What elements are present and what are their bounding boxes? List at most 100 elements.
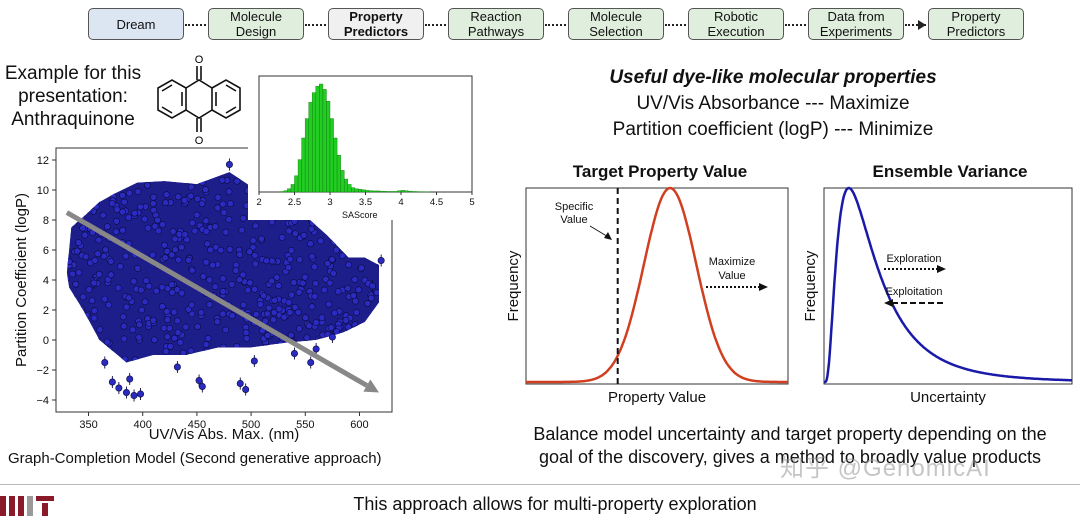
histogram-bar [329,118,334,193]
scatter-caption: Graph-Completion Model (Second generativ… [8,450,382,467]
histogram-bar [340,170,345,193]
outlier-point [137,390,145,398]
example-line1: Example for this [4,63,142,84]
pipeline-connector [665,24,686,26]
histogram-bar [400,190,405,193]
svg-text:O: O [195,54,204,66]
histogram-xtick: 2 [256,197,261,208]
histogram-bar [375,190,380,193]
outlier-point [130,392,138,400]
histogram-bar [347,184,352,193]
histogram-bar [379,190,384,193]
histogram-frame [258,75,473,193]
histogram-xtick: 2.5 [288,197,301,208]
annot-exploration: Exploration [886,253,941,265]
outlier-point [290,350,298,358]
outlier-point [115,384,123,392]
histogram-bar [312,92,316,193]
target-property-panel: Target Property ValueSpecificValueMaximi… [505,162,789,406]
histogram-bar [287,188,292,193]
anthraquinone-structure-icon: O O [157,54,241,147]
pipeline-connector [425,24,446,26]
histogram-bar [358,189,363,193]
histogram-bar [390,191,395,193]
pipeline-step: Data from Experiments [808,8,904,40]
pipeline-arrowhead [918,20,926,30]
ensemble-variance-panel: Ensemble Variance Exploration Exploitation… [802,162,1073,406]
pipeline-step: Molecule Design [208,8,304,40]
variance-curve [824,186,1073,384]
scatter-xtick: 400 [134,419,152,431]
pipeline-connector [785,24,806,26]
histogram-bar [351,187,356,193]
outlier-point [90,279,98,287]
histogram-bar [333,137,338,193]
histogram-bar [386,191,391,193]
example-line2: presentation: [18,86,128,107]
outlier-point [377,257,385,265]
scatter-ytick: 2 [43,305,49,317]
histogram-bar [372,190,377,193]
histogram-bar [304,118,309,193]
scatter-ytick: 10 [37,185,49,197]
outlier-point [250,357,258,365]
watermark: 知乎 @GenomicAI [780,455,991,482]
histogram-xtick: 4.5 [430,197,443,208]
histogram-xlabel: SAScore [342,210,378,220]
histogram-bar [336,155,341,193]
pipeline-step: Dream [88,8,184,40]
histogram-bar [319,83,324,193]
scatter-ytick: 12 [37,155,49,167]
mit-logo-icon [0,496,54,516]
balance-line2: goal of the discovery, gives a method to… [539,447,1041,467]
scatter-ytick: 4 [43,275,49,287]
properties-line1: UV/Vis Absorbance --- Maximize [636,93,910,114]
variance-ylabel: Frequency [802,250,819,321]
target-panel-title: Target Property Value [573,162,747,181]
outlier-point [173,363,181,371]
scatter-xtick: 600 [350,419,368,431]
histogram-bar [290,184,295,193]
histogram-bar [326,101,331,193]
outlier-point [101,359,109,367]
outlier-point [126,375,134,383]
histogram-bar [315,85,320,193]
outlier-point [312,345,320,353]
outlier-point [236,380,244,388]
footer-divider [0,484,1080,485]
pipeline-step: Property Predictors [328,8,424,40]
pipeline-step: Molecule Selection [568,8,664,40]
scatter-xlabel: UV/Vis Abs. Max. (nm) [149,426,300,443]
svg-text:O: O [195,135,204,147]
gaussian-curve [526,186,788,384]
variance-panel-title: Ensemble Variance [873,162,1028,181]
pipeline-step: Reaction Pathways [448,8,544,40]
histogram-bar [301,137,306,193]
properties-line2: Partition coefficient (logP) --- Minimiz… [612,119,934,140]
pipeline-connector [185,24,206,26]
histogram-bar [308,102,313,193]
histogram-bar [343,178,348,193]
annot-maximize-2: Value [718,270,745,282]
histogram-bar [383,191,387,193]
variance-frame [823,187,1073,385]
histogram-bar [322,89,327,193]
outlier-point [368,282,376,290]
histogram-xtick: 3 [327,197,332,208]
scatter-ytick: −4 [36,395,49,407]
histogram-xtick: 3.5 [359,197,372,208]
pipeline-connector [905,24,926,26]
annot-specific-2: Value [560,214,587,226]
histogram-bar [407,190,412,193]
scatter-ytick: 6 [43,245,49,257]
histogram-bar [404,190,409,193]
scatter-xtick: 350 [79,419,97,431]
example-line3: Anthraquinone [11,109,135,130]
scatter-xtick: 550 [296,419,314,431]
footer-text: This approach allows for multi-property … [353,494,757,514]
annot-specific-1: Specific [555,201,594,213]
outlier-point [195,377,203,385]
histogram-bar [365,190,370,193]
target-frame [525,187,789,385]
histogram-bar [283,190,288,193]
